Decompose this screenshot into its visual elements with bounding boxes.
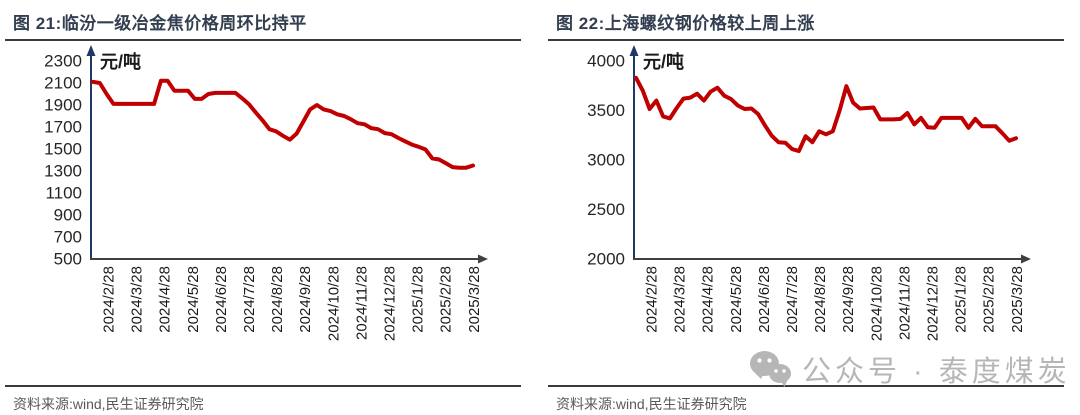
y-tick-label: 2300 xyxy=(44,52,82,71)
x-tick-label: 2025/2/28 xyxy=(981,266,998,333)
x-tick-label: 2024/3/28 xyxy=(129,266,146,333)
figure-22-panel: 图 22:上海螺纹钢价格较上周上涨 4000 3500 3000 2500 2000 元/… xyxy=(548,6,1064,414)
y-tick-label: 1700 xyxy=(44,118,82,137)
y-tick-label: 3500 xyxy=(587,101,625,120)
y-axis-arrow xyxy=(86,45,96,56)
figure-22-title-rule xyxy=(548,39,1064,41)
y-tick-label: 2100 xyxy=(44,74,82,93)
x-axis-arrow xyxy=(1021,254,1031,264)
y-tick-label: 3000 xyxy=(587,151,625,170)
x-tick-label: 2024/4/28 xyxy=(700,266,717,333)
x-tick-label: 2024/7/28 xyxy=(784,266,801,333)
y-tick-label: 500 xyxy=(54,250,82,269)
x-tick-label: 2024/9/28 xyxy=(297,266,314,333)
x-tick-label: 2024/11/28 xyxy=(896,266,913,340)
y-tick-label: 1100 xyxy=(45,184,82,203)
x-tick-label: 2024/8/28 xyxy=(269,266,286,333)
y-tick-label: 4000 xyxy=(587,52,625,71)
x-tick-label: 2024/9/28 xyxy=(840,266,857,333)
figure-21-panel: 图 21:临汾一级冶金焦价格周环比持平 2300 2100 1900 1700 1500… xyxy=(5,6,521,414)
figure-21-title: 图 21:临汾一级冶金焦价格周环比持平 xyxy=(13,14,307,33)
figure-21-title-rule xyxy=(5,39,521,41)
x-tick-label: 2024/6/28 xyxy=(756,266,773,333)
x-tick-label: 2024/8/28 xyxy=(812,266,829,333)
x-tick-label: 2024/10/28 xyxy=(325,266,342,341)
figure-21-source: 资料来源:wind,民生证券研究院 xyxy=(13,396,204,412)
y-tick-label: 900 xyxy=(54,206,82,225)
x-axis-arrow xyxy=(478,254,488,264)
x-tick-label: 2024/5/28 xyxy=(728,266,745,333)
figure-22-line-chart: 4000 3500 3000 2500 2000 元/吨 2024/2/28 2024/3/2… xyxy=(587,45,1031,341)
y-axis-arrow xyxy=(629,45,639,56)
y-tick-label: 1500 xyxy=(44,140,82,159)
x-tick-label: 2024/3/28 xyxy=(672,266,689,333)
y-tick-label: 2500 xyxy=(587,200,625,219)
price-line xyxy=(634,75,1018,154)
y-tick-label: 700 xyxy=(54,228,82,247)
figure-21-line-chart: 2300 2100 1900 1700 1500 1300 1100 900 700 500 元/吨… xyxy=(44,45,488,341)
x-tick-label: 2025/1/28 xyxy=(410,266,427,333)
y-tick-label: 2000 xyxy=(587,250,625,269)
x-tick-label: 2024/7/28 xyxy=(241,266,258,333)
figure-22-footer-rule xyxy=(548,385,1064,387)
x-tick-label: 2024/10/28 xyxy=(868,266,885,341)
x-tick-label: 2024/5/28 xyxy=(185,266,202,333)
x-tick-label: 2025/2/28 xyxy=(438,266,455,333)
x-tick-label: 2024/2/28 xyxy=(101,266,118,333)
x-tick-label: 2025/1/28 xyxy=(953,266,970,333)
figure-21-footer-rule xyxy=(5,385,521,387)
y-axis-unit-label: 元/吨 xyxy=(643,51,684,72)
x-tick-label: 2024/12/28 xyxy=(382,266,399,341)
x-tick-label: 2024/2/28 xyxy=(644,266,661,333)
y-tick-label: 1300 xyxy=(44,162,82,181)
y-tick-label: 1900 xyxy=(44,96,82,115)
x-tick-label: 2024/11/28 xyxy=(353,266,370,340)
figure-22-source: 资料来源:wind,民生证券研究院 xyxy=(556,396,747,412)
x-tick-label: 2024/12/28 xyxy=(925,266,942,341)
price-line xyxy=(91,78,475,170)
x-tick-label: 2025/3/28 xyxy=(466,266,483,333)
x-tick-label: 2024/6/28 xyxy=(213,266,230,333)
figure-22-title: 图 22:上海螺纹钢价格较上周上涨 xyxy=(556,14,815,33)
x-tick-label: 2025/3/28 xyxy=(1009,266,1026,333)
y-axis-unit-label: 元/吨 xyxy=(100,51,141,72)
x-tick-label: 2024/4/28 xyxy=(157,266,174,333)
